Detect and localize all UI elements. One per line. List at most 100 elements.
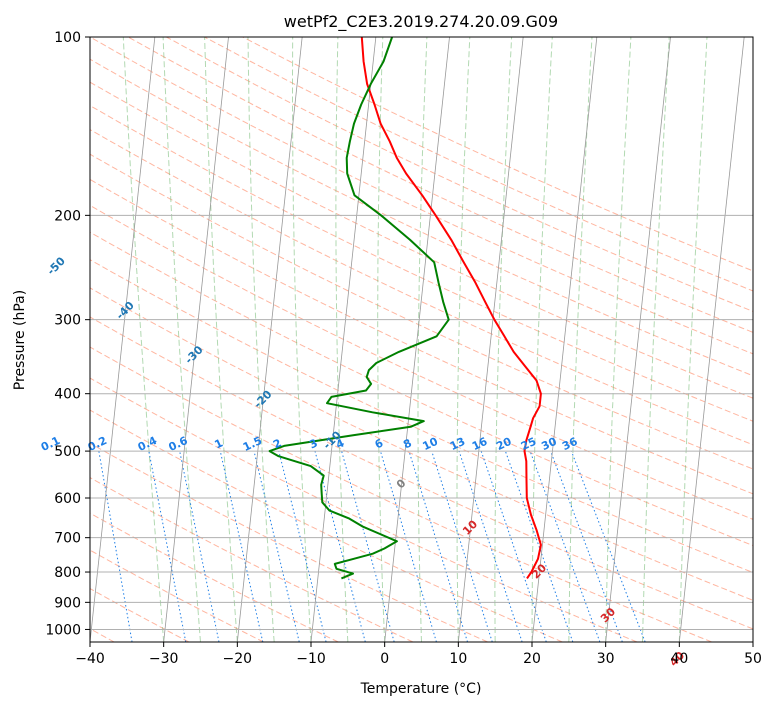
y-axis-label: Pressure (hPa) bbox=[12, 290, 28, 390]
mixing-ratio-line bbox=[278, 450, 327, 642]
moist-adiabat bbox=[377, 37, 386, 642]
isotherm-line bbox=[678, 37, 745, 642]
mixing-ratio-line bbox=[379, 450, 437, 642]
mixing-ratio-label: 20 bbox=[494, 435, 514, 453]
isotherm-line bbox=[531, 37, 598, 642]
dry-adiabat bbox=[90, 287, 753, 601]
dry-adiabat bbox=[90, 377, 638, 642]
mixing-ratio-label: 10 bbox=[421, 435, 441, 453]
dry-adiabat bbox=[90, 442, 488, 642]
moist-adiabat bbox=[122, 37, 165, 642]
moist-adiabat bbox=[456, 37, 471, 642]
moist-adiabat bbox=[247, 37, 275, 642]
x-tick-label: 10 bbox=[449, 651, 467, 667]
profile-series bbox=[268, 37, 542, 580]
x-tick-label: 30 bbox=[597, 651, 615, 667]
dry-adiabat bbox=[90, 178, 753, 495]
moist-adiabat bbox=[494, 37, 513, 642]
y-tick-label: 800 bbox=[54, 565, 81, 581]
y-tick-label: 500 bbox=[54, 444, 81, 460]
mixing-ratio-line bbox=[253, 450, 300, 642]
moist-adiabat bbox=[335, 37, 349, 642]
dry-adiabat bbox=[204, 37, 753, 292]
y-tick-label: 1000 bbox=[45, 622, 81, 638]
moist-adiabat bbox=[531, 37, 553, 642]
mixing-ratio-line bbox=[529, 450, 601, 642]
mixing-ratio-label: 25 bbox=[519, 435, 538, 453]
moist-adiabats bbox=[122, 37, 708, 642]
dry-adiabat bbox=[90, 316, 753, 630]
x-tick-label: −30 bbox=[149, 651, 179, 667]
dry-adiabat bbox=[90, 346, 712, 642]
x-tick-label: 50 bbox=[744, 651, 762, 667]
mixing-ratio-line bbox=[458, 450, 523, 642]
y-tick-label: 900 bbox=[54, 595, 81, 611]
mixing-ratio-lines bbox=[98, 450, 646, 642]
mixing-ratio-line bbox=[480, 450, 547, 642]
mixing-ratio-label: 16 bbox=[470, 435, 490, 453]
moist-adiabat bbox=[568, 37, 593, 642]
pressure-gridlines bbox=[90, 37, 753, 630]
dry-adiabat bbox=[166, 37, 753, 312]
x-axis-label: Temperature (°C) bbox=[360, 681, 482, 697]
isotherm-line bbox=[457, 37, 524, 642]
dry-adiabat bbox=[90, 549, 264, 642]
x-tick-label: −20 bbox=[223, 651, 253, 667]
moist-adiabat bbox=[204, 37, 238, 642]
mixing-ratio-line bbox=[314, 450, 366, 642]
mixing-ratio-line bbox=[431, 450, 493, 642]
isotherms bbox=[90, 37, 753, 642]
dewpoint-line bbox=[268, 37, 450, 580]
isotherm-line bbox=[605, 37, 671, 642]
moist-adiabat bbox=[605, 37, 632, 642]
dry-adiabat bbox=[90, 512, 339, 642]
mixing-ratio-label: 30 bbox=[539, 435, 559, 453]
x-tick-label: −10 bbox=[296, 651, 326, 667]
isotherm-line bbox=[236, 37, 303, 642]
moist-adiabat bbox=[162, 37, 201, 642]
isotherm-line bbox=[90, 37, 156, 642]
chart-title: wetPf2_C2E3.2019.274.20.09.G09 bbox=[284, 12, 558, 32]
dry-adiabat bbox=[90, 204, 753, 520]
plot-background bbox=[90, 37, 753, 642]
dry-adiabat bbox=[90, 129, 753, 446]
mixing-ratio-label: 36 bbox=[560, 435, 580, 453]
dry-adiabats bbox=[90, 37, 753, 642]
y-tick-label: 300 bbox=[54, 313, 81, 329]
x-tick-label: 40 bbox=[670, 651, 688, 667]
moist-adiabat bbox=[642, 37, 670, 642]
mixing-ratio-line bbox=[341, 450, 395, 642]
y-tick-label: 600 bbox=[54, 491, 81, 507]
isotherm-label: -50 bbox=[45, 254, 68, 277]
isotherm-line bbox=[752, 638, 753, 642]
mixing-ratio-line bbox=[219, 450, 264, 642]
dry-adiabat bbox=[90, 153, 753, 470]
x-axis: −40 −30 −20 −10 0 10 20 30 40 50 bbox=[75, 642, 762, 667]
mixing-ratio-line bbox=[408, 450, 468, 642]
y-tick-label: 400 bbox=[54, 387, 81, 403]
x-tick-label: 0 bbox=[380, 651, 389, 667]
mixing-ratio-label: 13 bbox=[448, 435, 467, 453]
mixing-ratio-line bbox=[98, 451, 133, 642]
dry-adiabat bbox=[90, 81, 753, 399]
mixing-ratio-line bbox=[148, 451, 187, 642]
y-tick-label: 100 bbox=[54, 30, 81, 46]
dry-adiabat bbox=[90, 105, 753, 422]
y-tick-label: 200 bbox=[54, 208, 81, 224]
mixing-ratio-line bbox=[504, 450, 574, 642]
plot-frame bbox=[89, 36, 754, 643]
isotherm-line bbox=[163, 37, 229, 642]
moist-adiabat bbox=[417, 37, 428, 642]
dry-adiabat bbox=[90, 409, 563, 642]
moist-adiabat bbox=[292, 37, 312, 642]
isotherm-line bbox=[310, 37, 377, 642]
y-axis: 100 200 300 400 500 600 700 800 900 1000 bbox=[45, 30, 90, 638]
mixing-ratio-line bbox=[179, 451, 220, 642]
y-tick-label: 700 bbox=[54, 531, 81, 547]
x-tick-label: −40 bbox=[75, 651, 105, 667]
temperature-line bbox=[360, 37, 542, 579]
x-tick-label: 20 bbox=[523, 651, 541, 667]
moist-adiabat bbox=[678, 37, 708, 642]
dry-adiabat bbox=[90, 37, 753, 355]
